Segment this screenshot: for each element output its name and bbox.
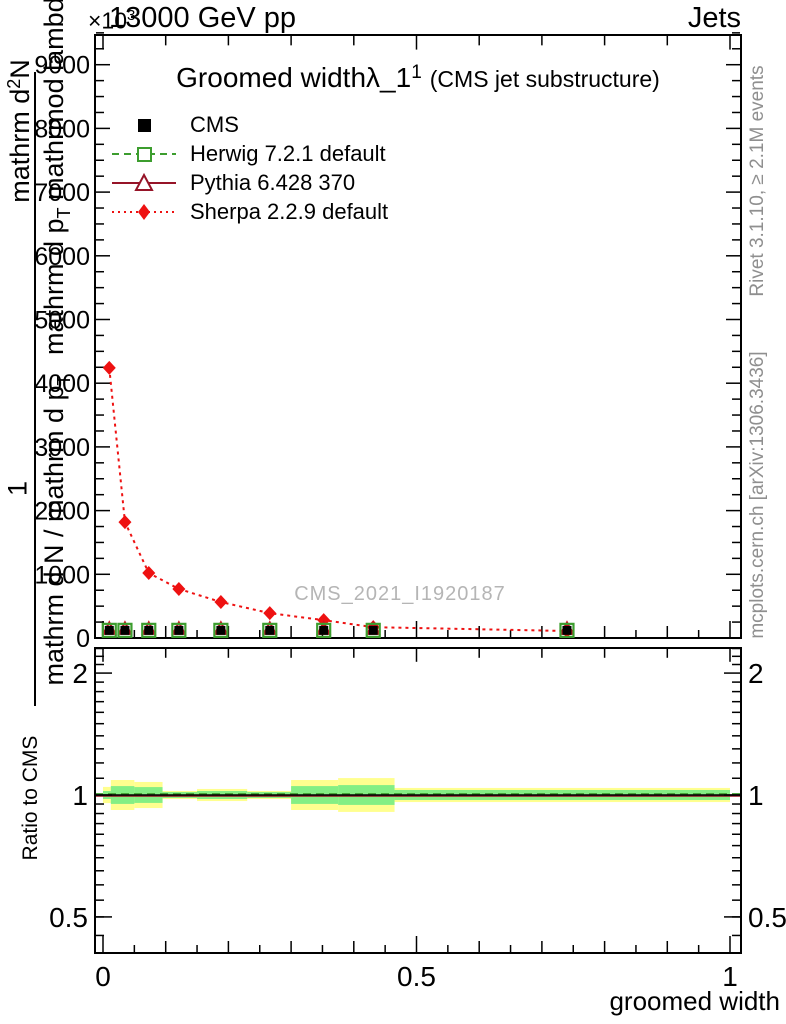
main-y-tick-label: 6000 xyxy=(34,243,90,271)
ylabel-N: N xyxy=(5,59,35,79)
ylabel-dlambda: mathrmod lambda xyxy=(39,0,69,208)
sherpa-marker xyxy=(317,613,331,628)
legend-marker-pythia-icon xyxy=(112,172,176,191)
main-y-tick-label: 5000 xyxy=(34,307,90,335)
plot-title-text: Groomed width xyxy=(176,62,367,93)
main-y-tick-label: 3000 xyxy=(34,434,90,462)
ylabel-dp: mathrm d p xyxy=(39,218,69,355)
cms-marker xyxy=(120,625,130,635)
watermark-analysis-id: CMS_2021_I1920187 xyxy=(294,583,506,605)
main-y-tick-label: 2000 xyxy=(34,498,90,526)
herwig-marker xyxy=(559,622,575,638)
cms-marker xyxy=(216,625,226,635)
cms-marker xyxy=(104,625,114,635)
main-panel-frame xyxy=(94,34,742,639)
sherpa-marker xyxy=(118,515,132,530)
ylabel-sub-T: T xyxy=(54,207,74,219)
cms-marker xyxy=(562,625,572,635)
legend: CMS Herwig 7.2.1 default Pythia 6.428 370 S… xyxy=(108,110,388,226)
cms-marker xyxy=(319,625,329,635)
legend-label-herwig: Herwig 7.2.1 default xyxy=(190,140,386,166)
y-axis-fraction-bar xyxy=(34,72,36,706)
legend-marker-cms-icon xyxy=(138,118,151,132)
plot-title: Groomed widthλ_11 (CMS jet substructure) xyxy=(95,62,741,94)
legend-label-cms: CMS xyxy=(190,111,239,137)
ratio-y-tick-label-right: 0.5 xyxy=(748,902,786,933)
legend-marker-herwig-icon xyxy=(112,146,176,162)
plot-title-superscript: 1 xyxy=(411,62,422,83)
header-analysis-group: Jets xyxy=(687,2,741,34)
ratio-panel-frame xyxy=(94,647,742,954)
plot-title-observable: λ_1 xyxy=(366,62,412,93)
side-note-rivet: Rivet 3.1.10, ≥ 2.1M events xyxy=(747,65,768,297)
herwig-marker xyxy=(365,622,381,638)
herwig-marker xyxy=(171,622,187,638)
x-tick-label: 0.5 xyxy=(397,961,436,992)
header-beam-energy: 13000 GeV pp xyxy=(109,2,297,34)
y-axis-multiplier: ×103 xyxy=(88,7,135,35)
cms-marker xyxy=(368,625,378,635)
sherpa-marker xyxy=(142,566,156,581)
ratio-y-tick-label-right: 1 xyxy=(748,780,764,811)
y-axis-label-numerator: mathrm d2N xyxy=(4,21,36,241)
sherpa-marker xyxy=(172,581,186,596)
legend-marker-sherpa-icon xyxy=(112,203,176,220)
side-note-mcplots: mcplots.cern.ch [arXiv:1306.3436] xyxy=(747,351,768,639)
ylabel-sup-2: 2 xyxy=(4,78,24,89)
sherpa-marker xyxy=(102,360,116,375)
plot-title-parenthetical: (CMS jet substructure) xyxy=(429,66,660,92)
main-y-tick-label: 0 xyxy=(76,625,90,653)
sherpa-marker xyxy=(263,606,277,621)
main-y-tick-label: 8000 xyxy=(34,115,90,143)
legend-item-herwig: Herwig 7.2.1 default xyxy=(108,139,388,168)
ylabel-sub-T2: T xyxy=(54,374,74,386)
legend-item-sherpa: Sherpa 2.2.9 default xyxy=(108,197,388,226)
y-axis-label-one: 1 xyxy=(2,480,33,497)
x-axis-label: groomed width xyxy=(609,986,780,1016)
herwig-marker xyxy=(141,622,157,638)
legend-label-sherpa: Sherpa 2.2.9 default xyxy=(190,198,389,224)
multiplier-exponent: 3 xyxy=(127,7,136,24)
legend-item-cms: CMS xyxy=(108,110,388,139)
ratio-axis-label: Ratio to CMS xyxy=(19,735,42,861)
y-axis-label-denominator-lower: mathrm d N / mathrm d pT xyxy=(39,370,75,690)
herwig-marker xyxy=(101,622,117,638)
ratio-y-tick-label-left: 1 xyxy=(72,780,88,811)
ratio-y-tick-label-right: 2 xyxy=(748,658,764,689)
ratio-y-tick-label-left: 0.5 xyxy=(49,902,88,933)
legend-item-pythia: Pythia 6.428 370 xyxy=(108,168,388,197)
cms-marker xyxy=(144,625,154,635)
ylabel-dN-dp: mathrm d N / mathrm d p xyxy=(39,385,69,686)
main-y-tick-label: 4000 xyxy=(34,370,90,398)
cms-marker xyxy=(265,625,275,635)
y-axis-label-denominator-upper: mathrm d pT mathrmod lambda xyxy=(39,0,75,355)
x-tick-label: 0 xyxy=(95,961,111,992)
herwig-marker xyxy=(117,622,133,638)
sherpa-marker xyxy=(214,595,228,610)
ratio-y-tick-label-left: 2 xyxy=(72,658,88,689)
x-tick-label: 1 xyxy=(722,961,738,992)
herwig-marker xyxy=(316,622,332,638)
herwig-marker xyxy=(213,622,229,638)
herwig-marker xyxy=(262,622,278,638)
cms-marker xyxy=(174,625,184,635)
legend-label-pythia: Pythia 6.428 370 xyxy=(190,169,356,195)
main-y-tick-label: 7000 xyxy=(34,179,90,207)
multiplier-base: ×10 xyxy=(88,7,128,34)
main-y-tick-label: 9000 xyxy=(34,52,90,80)
ylabel-d: mathrm d xyxy=(5,88,35,203)
main-y-tick-label: 1000 xyxy=(34,561,90,589)
